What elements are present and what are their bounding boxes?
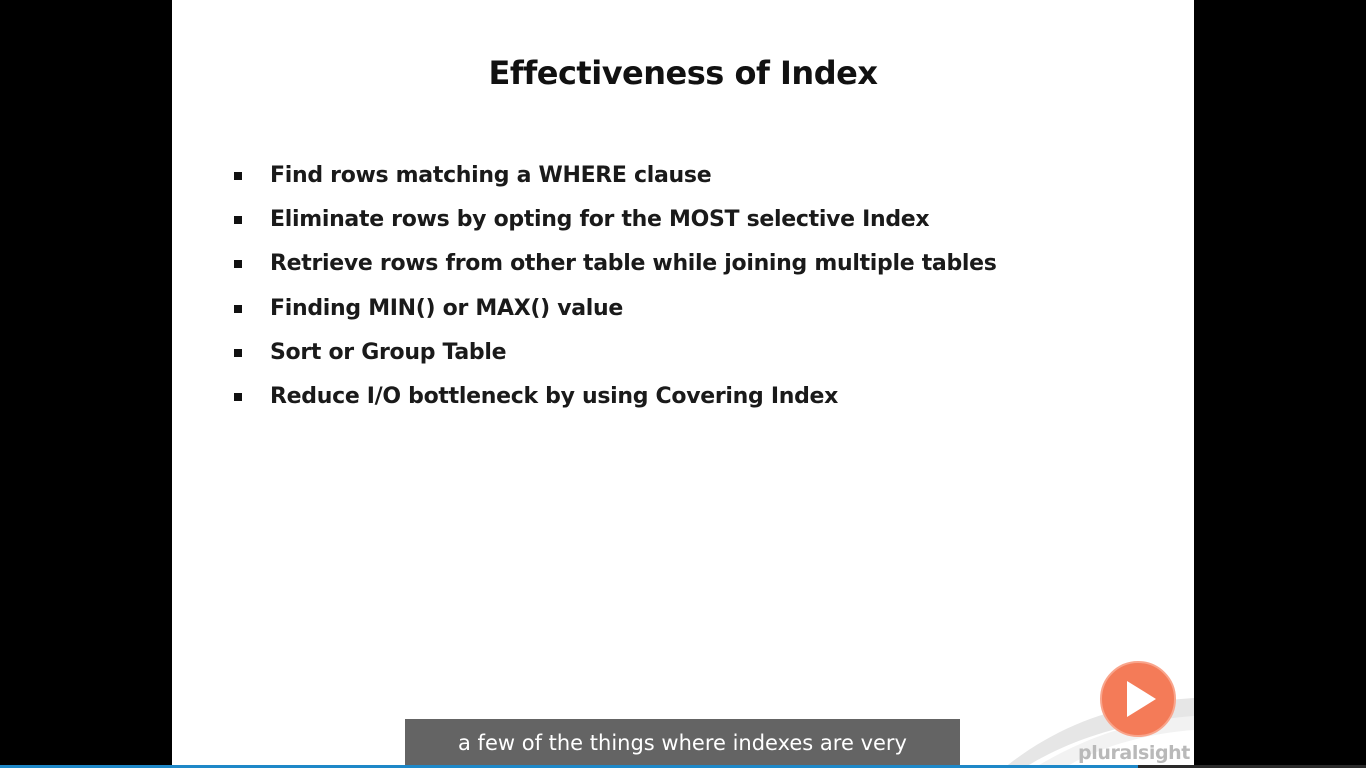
- bullet-list: Find rows matching a WHERE clause Elimin…: [230, 156, 997, 421]
- bullet-text: Reduce I/O bottleneck by using Covering …: [270, 383, 839, 409]
- bullet-item: Finding MIN() or MAX() value: [230, 289, 997, 333]
- play-icon: [1100, 661, 1176, 737]
- bullet-text: Eliminate rows by opting for the MOST se…: [270, 207, 930, 233]
- progress-fill: [0, 765, 1138, 768]
- bullet-text: Sort or Group Table: [270, 339, 507, 365]
- progress-bar[interactable]: [0, 765, 1366, 768]
- bullet-square-icon: [234, 260, 242, 269]
- bullet-square-icon: [234, 348, 242, 357]
- bullet-item: Sort or Group Table: [230, 333, 997, 377]
- slide-title: Effectiveness of Index: [488, 54, 878, 92]
- bullet-square-icon: [234, 392, 242, 401]
- logo-text: pluralsight: [1078, 742, 1190, 764]
- bullet-item: Reduce I/O bottleneck by using Covering …: [230, 377, 997, 421]
- bullet-item: Retrieve rows from other table while joi…: [230, 244, 997, 288]
- bullet-item: Eliminate rows by opting for the MOST se…: [230, 200, 997, 244]
- subtitle-caption: a few of the things where indexes are ve…: [405, 719, 960, 768]
- bullet-text: Find rows matching a WHERE clause: [270, 163, 712, 188]
- bullet-text: Retrieve rows from other table while joi…: [270, 251, 997, 277]
- bullet-square-icon: [234, 216, 242, 225]
- slide: Effectiveness of Index Find rows matchin…: [172, 0, 1194, 768]
- bullet-item: Find rows matching a WHERE clause: [230, 156, 997, 200]
- bullet-square-icon: [234, 172, 242, 180]
- bullet-text: Finding MIN() or MAX() value: [270, 295, 624, 321]
- bullet-square-icon: [234, 304, 242, 313]
